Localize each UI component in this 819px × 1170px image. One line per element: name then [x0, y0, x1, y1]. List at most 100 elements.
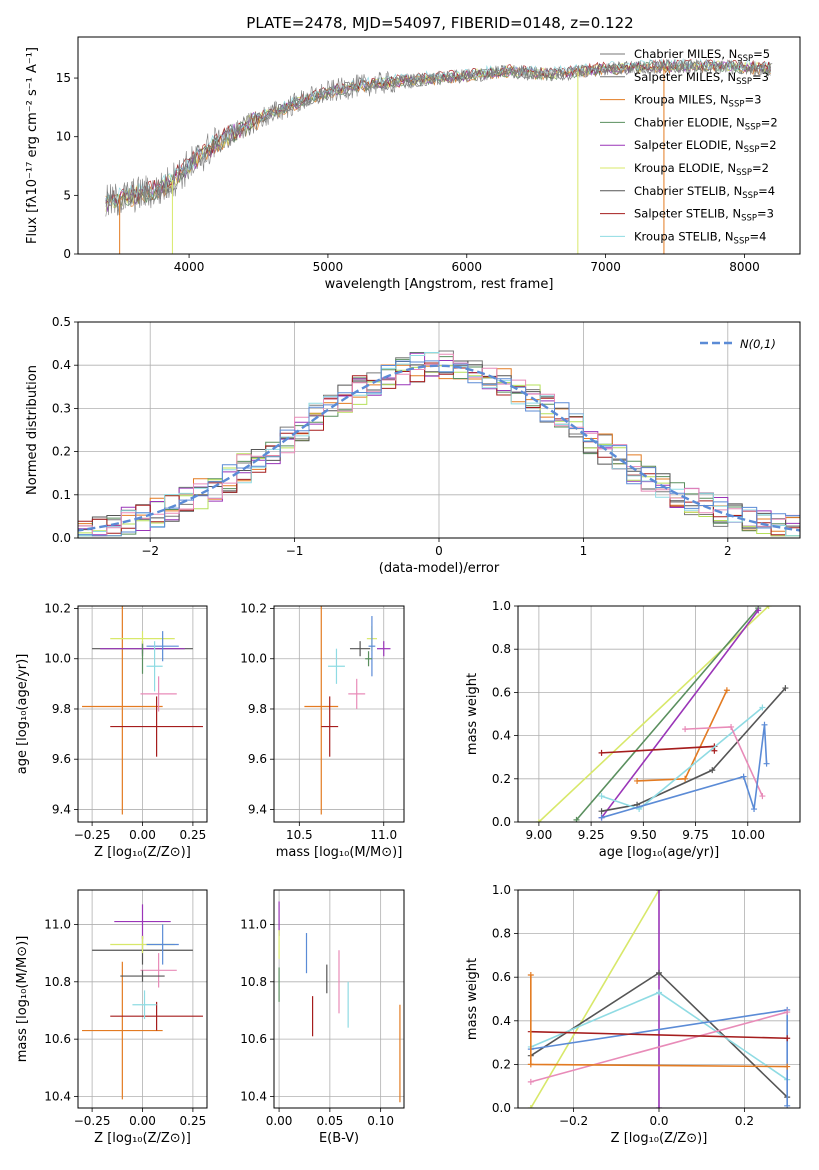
axes-frame	[77, 889, 208, 1109]
data-point	[763, 760, 770, 767]
data-point	[527, 1078, 534, 1085]
legend-label: Kroupa ELODIE, NSSP=2	[634, 161, 769, 178]
y-tick-label: 0.8	[492, 642, 511, 656]
x-tick-label: 0.2	[735, 1114, 754, 1128]
errorbar-point	[82, 961, 163, 1100]
legend-label-subscript: SSP	[744, 145, 760, 155]
x-tick-label: 2	[724, 544, 732, 558]
y-tick-label: 11.0	[44, 917, 71, 931]
legend-label-text: Salpeter STELIB, N	[634, 207, 741, 221]
x-tick-label: 1	[580, 544, 588, 558]
data-point	[709, 767, 716, 774]
x-tick-label: 0.25	[180, 828, 207, 842]
data-point	[656, 969, 662, 976]
y-tick-label: 0.0	[52, 531, 71, 545]
legend-label: Salpeter STELIB, NSSP=3	[634, 207, 774, 224]
axes-frame	[77, 605, 208, 823]
axes-frame	[517, 605, 801, 823]
legend-label-text: Salpeter MILES, N	[634, 70, 736, 84]
y-tick-label: 0.0	[492, 1101, 511, 1115]
y-tick-label: 10.2	[44, 602, 71, 616]
data-point	[527, 972, 534, 979]
data-point	[761, 721, 768, 728]
x-axis-label: (data-model)/error	[379, 561, 500, 576]
axes-frame	[517, 889, 801, 1109]
legend-label: Salpeter MILES, NSSP=3	[634, 70, 769, 87]
x-axis-label: Z [log₁₀(Z/Z⊙)]	[611, 1131, 708, 1146]
data-point	[656, 989, 662, 996]
legend-label-value: =3	[752, 70, 769, 84]
legend-entry: Chabrier ELODIE, NSSP=2	[600, 115, 778, 132]
y-tick-label: 0.5	[52, 315, 71, 329]
errorbar-point	[365, 651, 372, 667]
y-tick-label: 0.3	[52, 401, 71, 415]
plot-area	[535, 606, 789, 822]
legend-label-subscript: SSP	[742, 191, 758, 201]
errorbar-point	[304, 606, 339, 815]
y-tick-label: 0.2	[492, 772, 511, 786]
x-tick-label: −0.2	[559, 1114, 588, 1128]
legend-label-text: Kroupa ELODIE, N	[634, 161, 736, 175]
x-tick-label: 11.0	[370, 828, 397, 842]
legend-label-subscript: SSP	[737, 54, 753, 64]
y-axis-label: mass [log₁₀(M/M⊙)]	[15, 936, 30, 1063]
y-tick-label: 10.0	[240, 652, 267, 666]
legend-label: Kroupa MILES, NSSP=3	[634, 93, 761, 110]
errorbar-point	[114, 904, 171, 939]
series-line	[530, 1011, 788, 1083]
y-tick-label: 15	[56, 71, 71, 85]
legend-entry: Kroupa STELIB, NSSP=4	[600, 229, 766, 246]
x-tick-label: −0.25	[74, 1114, 111, 1128]
panel-age-vs-mass: 10.5 11.0 9.4 9.6 9.8 10.0 10.2 mass [log₁₀(M/M…	[240, 602, 405, 860]
x-axis-label: E(B-V)	[319, 1131, 359, 1146]
errorbar-point	[110, 1001, 203, 1031]
x-tick-label: 0.05	[317, 1114, 344, 1128]
legend-label-value: =2	[760, 138, 777, 152]
x-tick-label: 0.00	[129, 828, 156, 842]
y-tick-label: 10.6	[240, 1032, 267, 1046]
y-tick-label: 10.6	[44, 1032, 71, 1046]
errorbar-point	[140, 953, 177, 988]
y-tick-label: 1.0	[492, 599, 511, 613]
figure-title: PLATE=2478, MJD=54097, FIBERID=0148, z=0…	[246, 14, 633, 32]
x-tick-label: 5000	[313, 260, 344, 274]
data-point	[759, 704, 766, 711]
series-line	[600, 609, 759, 819]
panel-weight-vs-age: 9.00 9.25 9.50 9.75 10.00 0.0 0.2 0.4 0.6 0.8 1.0 a…	[465, 599, 801, 860]
legend-label-value: =4	[758, 184, 775, 198]
y-tick-label: 9.8	[52, 702, 71, 716]
plot-area	[82, 904, 203, 1100]
legend-label: Chabrier MILES, NSSP=5	[634, 47, 770, 64]
data-point	[740, 773, 747, 780]
data-point	[784, 1009, 791, 1016]
y-tick-label: 9.8	[248, 702, 267, 716]
legend-label-text: Chabrier STELIB, N	[634, 184, 742, 198]
y-tick-label: 0.1	[52, 488, 71, 502]
x-tick-label: −0.25	[74, 828, 111, 842]
x-axis-label: wavelength [Angstrom, rest frame]	[325, 277, 554, 292]
x-tick-label: 0.00	[129, 1114, 156, 1128]
legend-label: Kroupa STELIB, NSSP=4	[634, 229, 766, 246]
legend-label: Chabrier STELIB, NSSP=4	[634, 184, 775, 201]
legend-entry: Chabrier MILES, NSSP=5	[600, 47, 770, 64]
x-tick-label: 0.0	[649, 1114, 668, 1128]
x-tick-label: 9.50	[630, 828, 657, 842]
data-point	[656, 1105, 662, 1108]
legend-label-value: =3	[744, 93, 761, 107]
y-axis-label: age [log₁₀(age/yr)]	[15, 654, 30, 775]
x-tick-label: 4000	[174, 260, 205, 274]
x-tick-label: 10.00	[731, 828, 765, 842]
legend-label-text: Kroupa MILES, N	[634, 93, 729, 107]
x-tick-label: 9.25	[578, 828, 605, 842]
y-tick-label: 0.4	[492, 729, 511, 743]
y-axis-label: mass weight	[465, 673, 480, 755]
histogram-step	[78, 360, 800, 537]
y-tick-label: 0.6	[492, 970, 511, 984]
errorbar-point	[146, 641, 163, 692]
x-axis-label: age [log₁₀(age/yr)]	[599, 845, 720, 860]
axes-frame	[77, 36, 801, 255]
panel-spectrum: 4000 5000 6000 7000 8000 0 5 10 15 wavelength [An…	[25, 36, 801, 292]
data-point	[784, 1035, 791, 1042]
y-axis-label: mass weight	[465, 958, 480, 1040]
legend-entry: Kroupa ELODIE, NSSP=2	[600, 161, 769, 178]
